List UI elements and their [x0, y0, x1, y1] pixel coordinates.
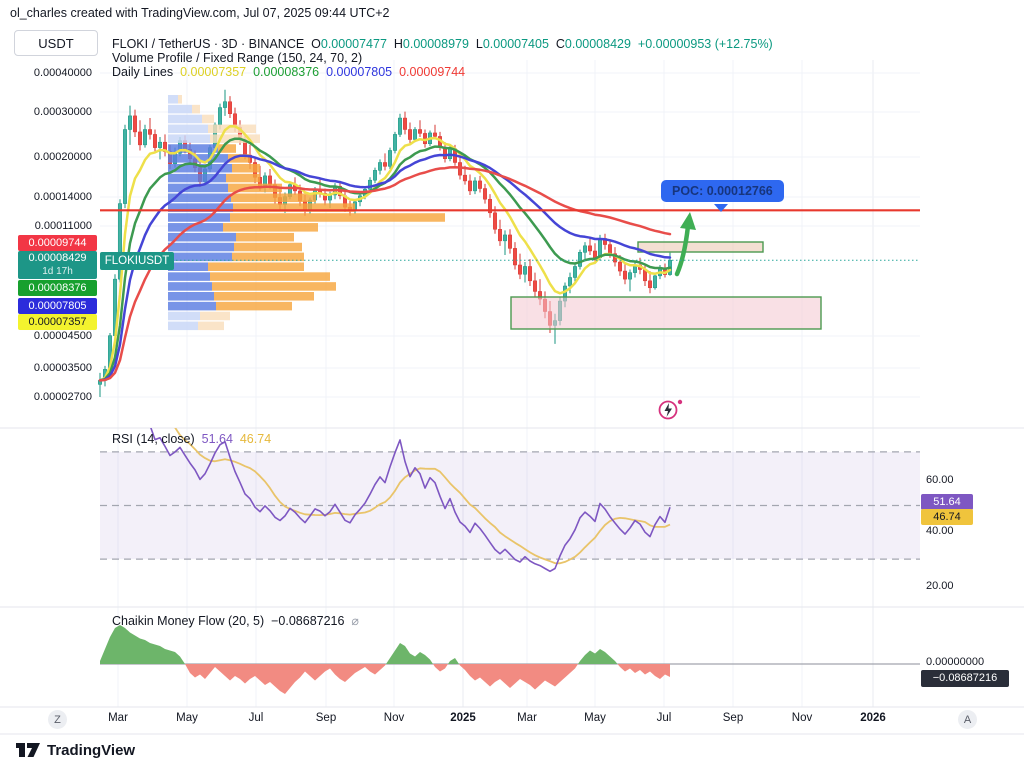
daily-line-value-1: 0.00007357 — [180, 65, 247, 79]
daily-lines-label: Daily Lines — [112, 65, 174, 79]
tradingview-logo-icon — [16, 743, 40, 757]
tradingview-logo-text: TradingView — [47, 741, 136, 759]
volume-profile-label: Volume Profile / Fixed Range (150, 24, 7… — [112, 51, 363, 65]
close-label: C — [555, 37, 565, 51]
rsi-value-badge: 51.64 — [921, 494, 973, 510]
price-axis-label[interactable]: 0.00004500 — [33, 330, 92, 342]
rsi-axis-label[interactable]: 40.00 — [926, 525, 954, 537]
high-value: 0.00008979 — [402, 37, 469, 51]
rsi-value: 51.64 — [201, 432, 233, 446]
cmf-legend-row[interactable]: Chaikin Money Flow (20, 5) −0.08687216 ⌀ — [112, 613, 359, 628]
price-badge: 0.00007805 — [18, 298, 97, 314]
low-label: L — [475, 37, 483, 51]
cmf-label: Chaikin Money Flow (20, 5) — [112, 614, 265, 628]
legend-main-row[interactable]: FLOKI / TetherUS · 3D · BINANCE O0.00007… — [112, 37, 773, 51]
rsi-legend-row[interactable]: RSI (14, close) 51.64 46.74 — [112, 432, 271, 446]
cmf-value-badge: −0.08687216 — [921, 670, 1009, 687]
time-axis-label[interactable]: Nov — [791, 712, 813, 724]
credit-line: ol_charles created with TradingView.com,… — [10, 6, 390, 20]
rsi-label: RSI (14, close) — [112, 432, 195, 446]
price-badge: 0.00009744 — [18, 235, 97, 251]
symbol-search-box[interactable]: USDT — [14, 30, 98, 56]
price-axis-label[interactable]: 0.00014000 — [33, 191, 92, 203]
cmf-value: −0.08687216 — [271, 614, 345, 628]
time-axis-label[interactable]: Mar — [517, 712, 537, 724]
poc-tooltip-pointer — [714, 204, 728, 212]
price-axis-label[interactable]: 0.00020000 — [33, 151, 92, 163]
close-value: 0.00008429 — [564, 37, 631, 51]
open-value: 0.00007477 — [320, 37, 387, 51]
time-axis-label[interactable]: Jul — [248, 712, 264, 724]
rsi-value-badge: 46.74 — [921, 509, 973, 525]
poc-tooltip[interactable]: POC: 0.00012766 — [661, 180, 784, 202]
price-badge: 0.00007357 — [18, 314, 97, 330]
legend-volume-profile-row[interactable]: Volume Profile / Fixed Range (150, 24, 7… — [112, 51, 362, 65]
time-axis-label[interactable]: May — [176, 712, 198, 724]
change-value: +0.00000953 (+12.75%) — [637, 37, 773, 51]
price-badge: 0.00008429 1d 17h — [18, 251, 97, 279]
cmf-zero-label[interactable]: 0.00000000 — [926, 656, 985, 668]
price-axis-label[interactable]: 0.00002700 — [33, 391, 92, 403]
daily-line-value-4: 0.00009744 — [399, 65, 466, 79]
price-axis-label[interactable]: 0.00011000 — [34, 220, 92, 232]
open-label: O — [311, 37, 321, 51]
low-value: 0.00007405 — [482, 37, 549, 51]
time-axis-label[interactable]: Sep — [315, 712, 337, 724]
legend-daily-lines-row[interactable]: Daily Lines 0.00007357 0.00008376 0.0000… — [112, 65, 465, 79]
price-axis-label[interactable]: 0.00030000 — [33, 106, 92, 118]
timezone-button[interactable]: Z — [48, 710, 67, 729]
rsi-axis-label[interactable]: 20.00 — [926, 580, 954, 592]
time-axis-label[interactable]: Sep — [722, 712, 744, 724]
auto-scale-button[interactable]: A — [958, 710, 977, 729]
price-axis-label[interactable]: 0.00003500 — [33, 362, 92, 374]
time-axis-label[interactable]: 2026 — [860, 712, 886, 724]
time-axis-label[interactable]: Nov — [383, 712, 405, 724]
time-axis-label[interactable]: Jul — [656, 712, 672, 724]
symbol-tag[interactable]: FLOKIUSDT — [100, 252, 174, 270]
time-axis-label[interactable]: 2025 — [450, 712, 476, 724]
time-axis-label[interactable]: May — [584, 712, 606, 724]
daily-line-value-2: 0.00008376 — [253, 65, 320, 79]
daily-line-value-3: 0.00007805 — [326, 65, 393, 79]
high-label: H — [393, 37, 403, 51]
time-axis-label[interactable]: Mar — [108, 712, 128, 724]
tradingview-logo[interactable]: TradingView — [16, 740, 135, 760]
price-badge: 0.00008376 — [18, 280, 97, 296]
price-axis-label[interactable]: 0.00040000 — [33, 67, 92, 79]
cmf-hidden-icon[interactable]: ⌀ — [351, 614, 359, 628]
symbol-title: FLOKI / TetherUS · 3D · BINANCE — [112, 37, 305, 51]
rsi-ma-value: 46.74 — [239, 432, 272, 446]
rsi-axis-label[interactable]: 60.00 — [926, 474, 954, 486]
